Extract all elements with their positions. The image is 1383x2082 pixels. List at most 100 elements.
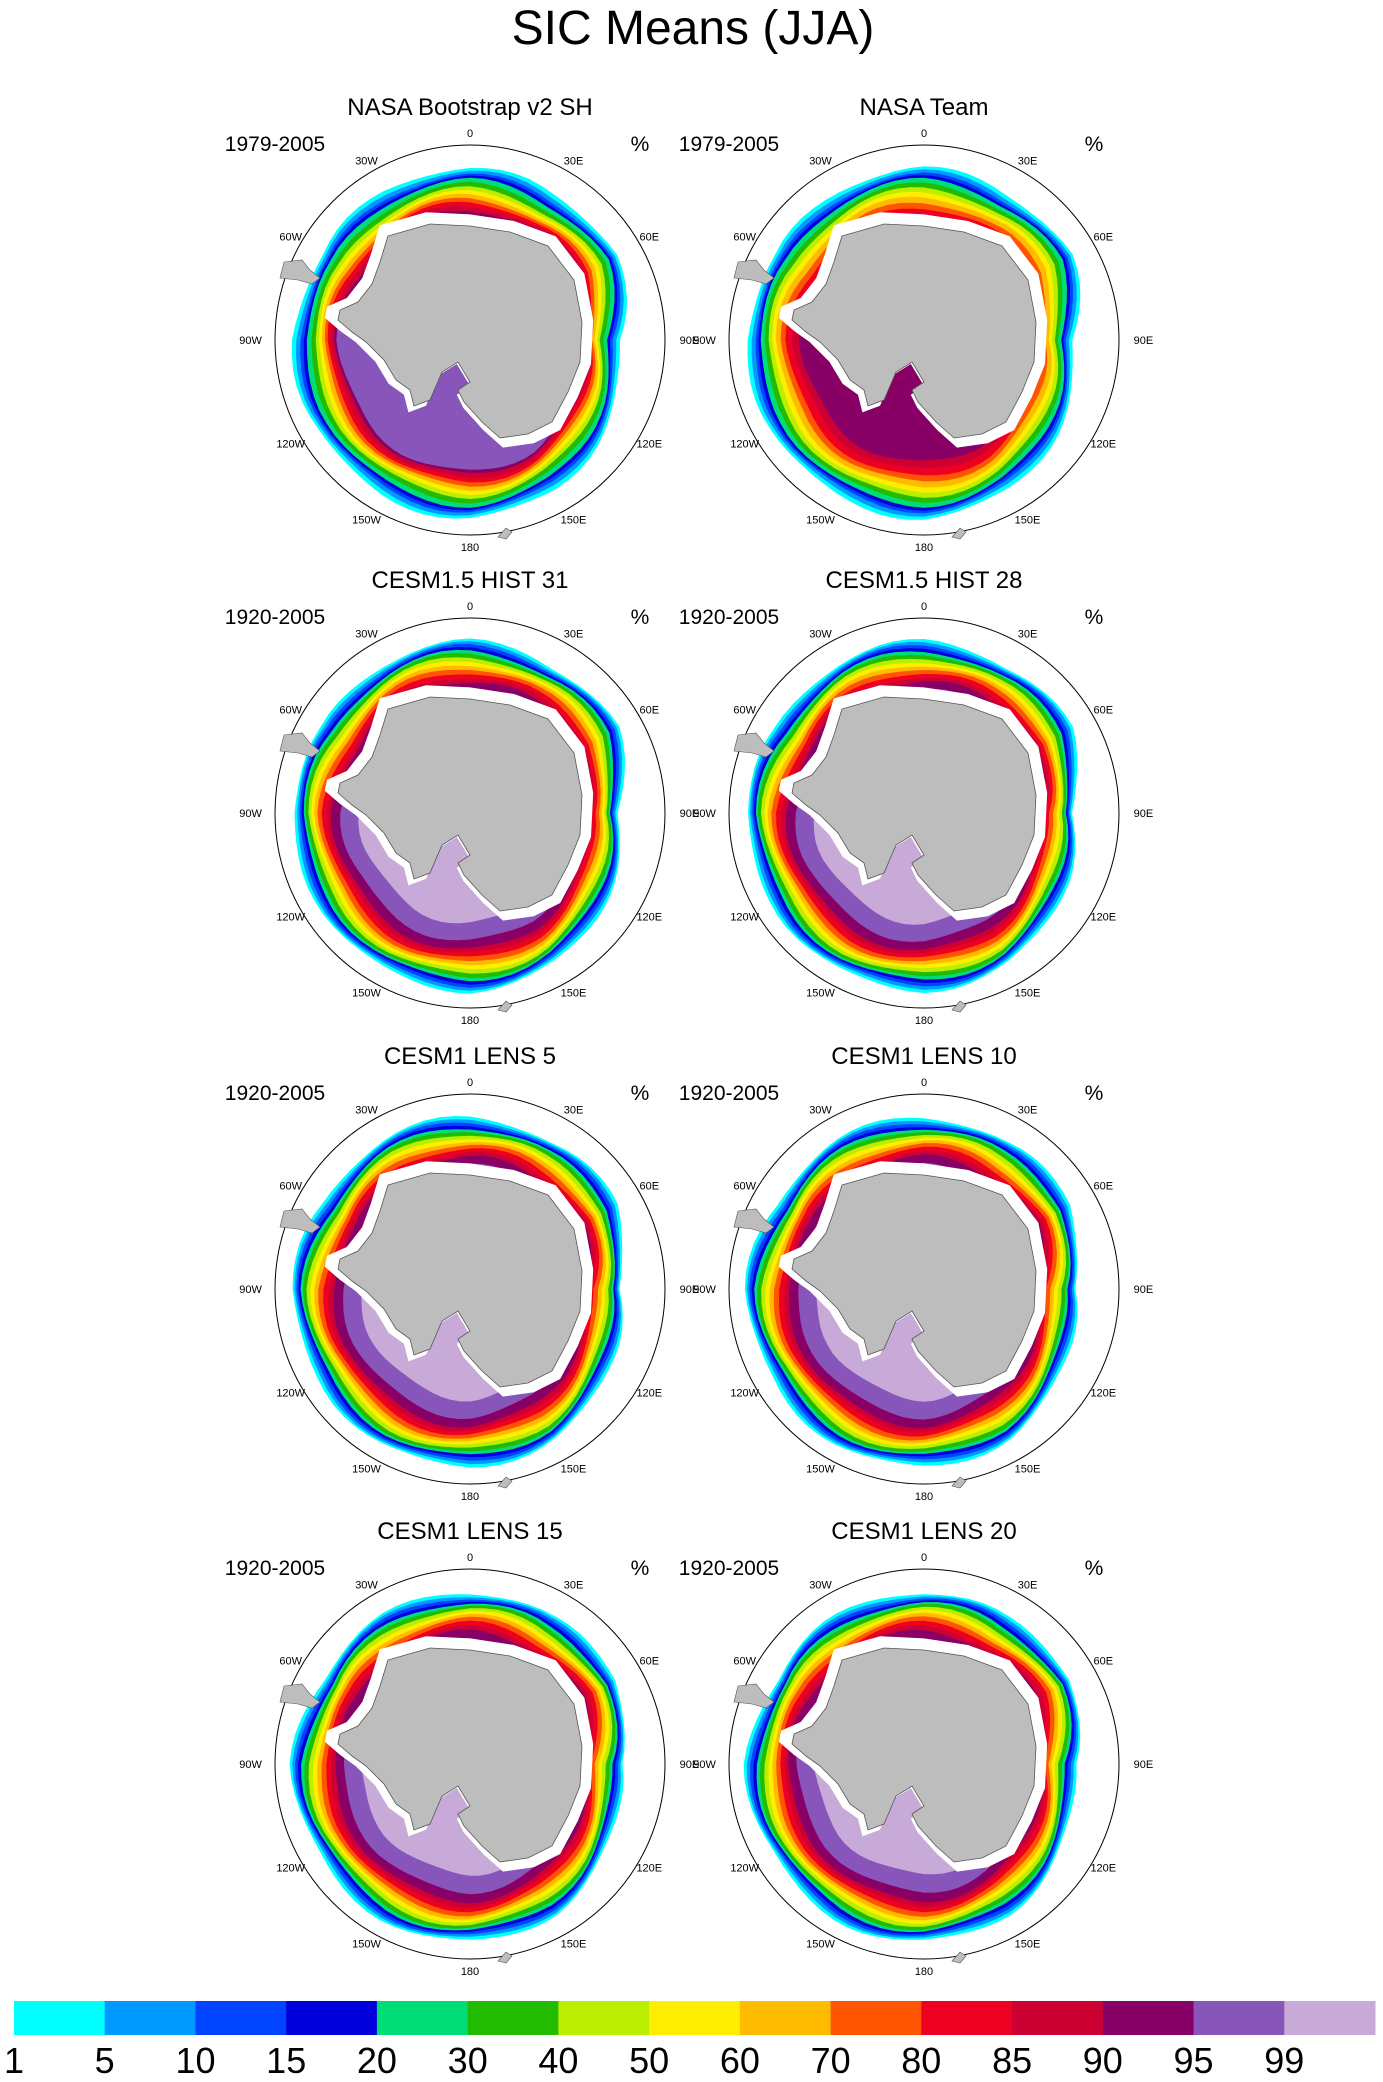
colorbar-tick-label: 80	[901, 2040, 941, 2081]
longitude-label: 90E	[680, 335, 700, 347]
longitude-label: 30W	[355, 1105, 378, 1117]
longitude-label: 60W	[733, 1656, 756, 1668]
antarctica-landmass	[337, 1172, 583, 1388]
longitude-label: 60E	[640, 1181, 660, 1193]
south-america-landmass	[733, 259, 775, 285]
new-zealand-landmass	[951, 527, 967, 540]
colorbar-tick-label: 10	[175, 2040, 215, 2081]
colorbar-swatch	[1284, 2001, 1376, 2035]
colorbar-swatch	[830, 2001, 922, 2035]
longitude-label: 0	[921, 1552, 927, 1564]
sea-ice-field	[289, 1594, 625, 1940]
panel-period: 1979-2005	[225, 133, 325, 156]
panel-title: NASA Bootstrap v2 SH	[347, 94, 592, 121]
panel-period: 1920-2005	[679, 1557, 779, 1580]
longitude-label: 180	[461, 1966, 479, 1978]
colorbar-tick-label: 30	[448, 2040, 488, 2081]
colorbar-swatch	[14, 2001, 106, 2035]
antarctica-landmass	[791, 223, 1037, 439]
longitude-label: 90W	[693, 335, 716, 347]
longitude-label: 60W	[733, 1181, 756, 1193]
longitude-label: 180	[461, 542, 479, 554]
longitude-label: 0	[467, 1552, 473, 1564]
longitude-label: 150W	[352, 1938, 381, 1950]
colorbar-swatch	[1193, 2001, 1285, 2035]
sea-ice-field	[294, 638, 625, 994]
longitude-label: 90E	[1134, 1759, 1154, 1771]
longitude-label: 150W	[352, 514, 381, 526]
longitude-label: 150W	[806, 1938, 835, 1950]
longitude-label: 90W	[693, 808, 716, 820]
longitude-label: 60E	[1094, 1181, 1114, 1193]
colorbar-tick-label: 95	[1173, 2040, 1213, 2081]
longitude-label: 60W	[279, 232, 302, 244]
longitude-label: 90E	[1134, 808, 1154, 820]
longitude-label: 180	[915, 1966, 933, 1978]
panel-title: CESM1.5 HIST 31	[372, 567, 569, 594]
longitude-label: 60E	[640, 1656, 660, 1668]
longitude-label: 30E	[564, 1580, 584, 1592]
longitude-label: 30E	[1018, 629, 1038, 641]
longitude-label: 60E	[1094, 1656, 1114, 1668]
south-america-landmass	[733, 1208, 775, 1234]
longitude-label: 150E	[561, 987, 587, 999]
longitude-label: 0	[921, 1077, 927, 1089]
colorbar: 1 5 10 15 20 30 40 50 60 70 80 85 90 95 99	[4, 2001, 1376, 2081]
antarctica-landmass	[337, 1647, 583, 1863]
colorbar-swatch	[376, 2001, 469, 2035]
colorbar-tick-label: 5	[95, 2040, 115, 2081]
longitude-label: 0	[467, 128, 473, 140]
longitude-label: 90W	[239, 808, 262, 820]
longitude-label: 0	[921, 601, 927, 613]
panel-period: 1979-2005	[679, 133, 779, 156]
longitude-label: 180	[915, 1015, 933, 1027]
longitude-label: 120E	[1090, 439, 1116, 451]
longitude-label: 120E	[636, 1863, 662, 1875]
sea-ice-field	[743, 1594, 1081, 1940]
longitude-label: 120E	[636, 439, 662, 451]
longitude-label: 30E	[564, 156, 584, 168]
antarctica-landmass	[791, 696, 1037, 912]
longitude-label: 150E	[1015, 1463, 1041, 1475]
longitude-label: 150W	[806, 514, 835, 526]
longitude-label: 120E	[636, 912, 662, 924]
colorbar-tick-label: 1	[4, 2040, 24, 2081]
panel-period: 1920-2005	[225, 606, 325, 629]
longitude-label: 180	[915, 1491, 933, 1503]
longitude-label: 60E	[1094, 705, 1114, 717]
colorbar-swatch	[104, 2001, 196, 2035]
panel-period: 1920-2005	[225, 1557, 325, 1580]
longitude-label: 90W	[239, 335, 262, 347]
longitude-label: 30W	[809, 1105, 832, 1117]
panel-title: CESM1 LENS 20	[831, 1518, 1016, 1545]
south-america-landmass	[733, 732, 775, 758]
longitude-label: 30W	[809, 1580, 832, 1592]
panel-units: %	[1085, 1082, 1104, 1105]
colorbar-tick-label: 70	[811, 2040, 851, 2081]
panel: CESM1.5 HIST 28 1920-2005 % 0 30E 60E 90E 120E 1…	[679, 567, 1153, 1027]
colorbar-tick-label: 20	[357, 2040, 397, 2081]
longitude-label: 60E	[640, 232, 660, 244]
longitude-label: 120W	[730, 439, 759, 451]
longitude-label: 120W	[276, 1863, 305, 1875]
colorbar-swatch	[649, 2001, 741, 2035]
colorbar-swatch	[921, 2001, 1013, 2035]
panels: NASA Bootstrap v2 SH 1979-2005 % 0 30E 60E 90E…	[225, 94, 1153, 1978]
panel-title: CESM1 LENS 5	[384, 1043, 556, 1070]
longitude-label: 30W	[809, 156, 832, 168]
south-america-landmass	[279, 1683, 321, 1709]
longitude-label: 90E	[680, 808, 700, 820]
panel-period: 1920-2005	[225, 1082, 325, 1105]
panel-units: %	[1085, 606, 1104, 629]
longitude-label: 60E	[640, 705, 660, 717]
new-zealand-landmass	[497, 1476, 513, 1489]
panel: CESM1 LENS 10 1920-2005 % 0 30E 60E 90E 120E 150…	[679, 1043, 1153, 1503]
longitude-label: 180	[915, 542, 933, 554]
antarctica-landmass	[791, 1647, 1037, 1863]
longitude-label: 60W	[733, 232, 756, 244]
longitude-label: 150E	[561, 1938, 587, 1950]
panel-units: %	[1085, 133, 1104, 156]
sea-ice-field	[744, 1117, 1078, 1466]
colorbar-swatch	[1012, 2001, 1104, 2035]
longitude-label: 150W	[806, 987, 835, 999]
